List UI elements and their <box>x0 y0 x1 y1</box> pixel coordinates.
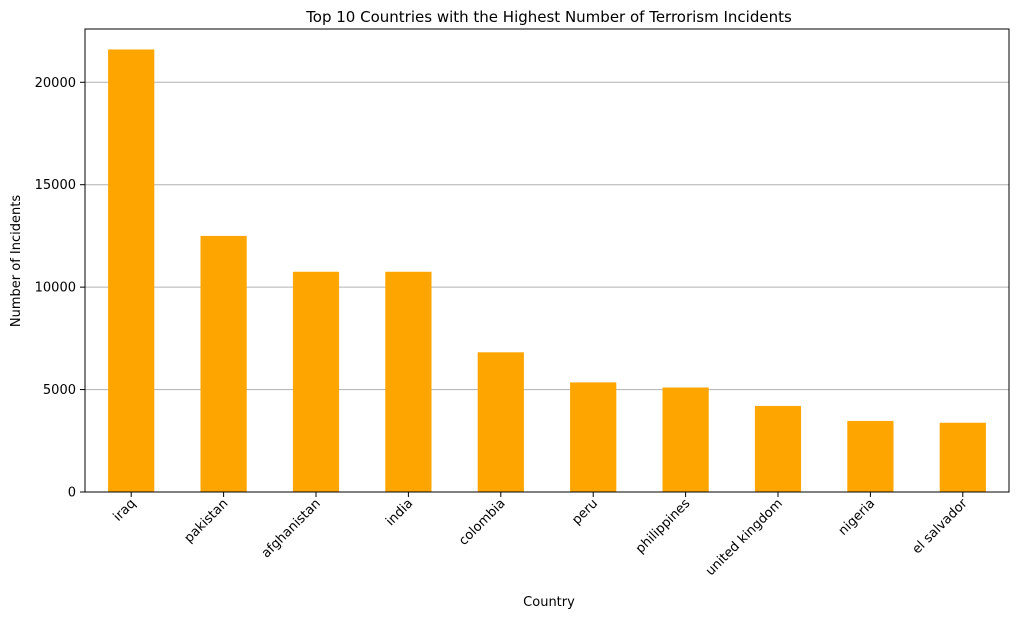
y-tick-label: 0 <box>68 486 76 501</box>
x-tick-label: colombia <box>456 496 508 548</box>
x-tick-label: nigeria <box>836 496 878 538</box>
x-tick-label: philippines <box>633 496 694 557</box>
bar-nigeria <box>847 420 894 492</box>
bars <box>108 49 986 492</box>
x-tick-label: el salvador <box>910 496 971 557</box>
bar-united-kingdom <box>754 405 802 492</box>
bar-iraq <box>108 49 155 492</box>
x-axis-ticks: iraq pakistan afghanistan india colombia peru… <box>111 492 971 579</box>
bar-pakistan <box>200 235 247 492</box>
x-tick-label: afghanistan <box>259 496 324 561</box>
x-axis-label: Country <box>523 595 575 610</box>
bar-peru <box>570 382 617 492</box>
y-axis-label: Number of Incidents <box>9 195 24 327</box>
bar-philippines <box>662 387 709 492</box>
y-tick-label: 10000 <box>35 281 76 296</box>
y-tick-label: 5000 <box>43 383 76 398</box>
bar-india <box>385 271 432 492</box>
bar-colombia <box>477 352 524 492</box>
x-tick-label: peru <box>569 496 601 528</box>
bar-el-salvador <box>939 422 986 492</box>
y-axis-ticks: 0 5000 10000 15000 20000 <box>35 76 85 501</box>
bar-afghanistan <box>292 271 340 492</box>
chart-title: Top 10 Countries with the Highest Number… <box>305 8 792 26</box>
plot-frame <box>84 28 1010 493</box>
x-tick-label: united kingdom <box>703 496 786 579</box>
x-tick-label: pakistan <box>182 496 232 546</box>
x-tick-label: india <box>383 496 416 529</box>
x-tick-label: iraq <box>111 496 139 524</box>
y-tick-label: 20000 <box>35 76 76 91</box>
y-tick-label: 15000 <box>35 178 76 193</box>
